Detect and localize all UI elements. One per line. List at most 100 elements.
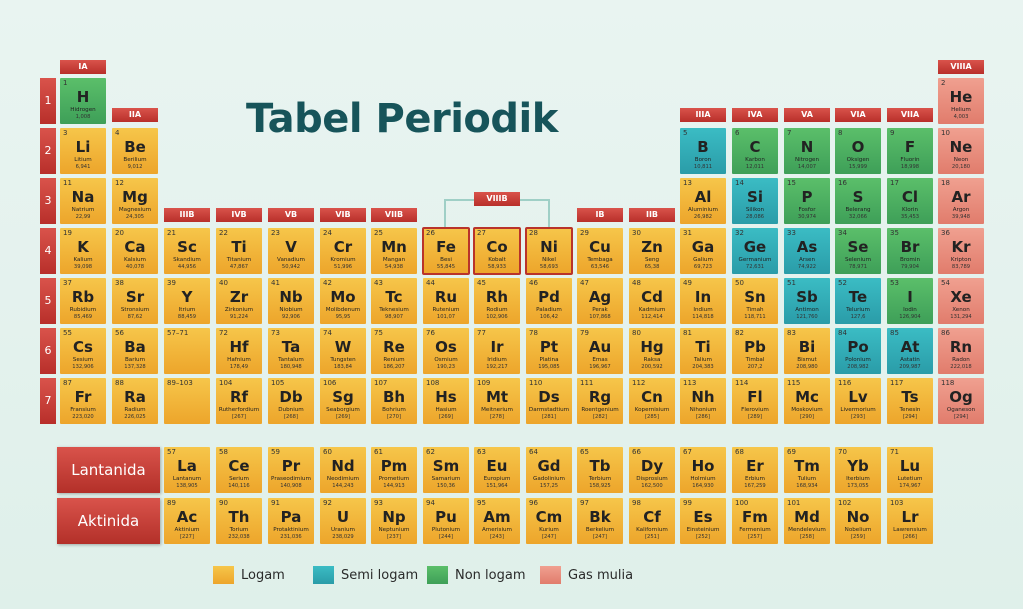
atomic-mass: 126,904 [899, 314, 921, 320]
element-cell-h: 1 H Hidrogen 1,008 [60, 78, 106, 124]
atomic-mass: [285] [645, 414, 659, 420]
element-name: Titanium [226, 257, 252, 263]
period-label-4: 4 [40, 228, 56, 274]
element-cell-u: 92 U Uranium 238,029 [320, 498, 366, 544]
atomic-number: 32 [735, 229, 744, 237]
element-name: Rubidium [69, 307, 97, 313]
element-symbol: Cf [643, 508, 661, 526]
element-name: Serium [229, 476, 249, 482]
atomic-mass: 167,259 [744, 483, 766, 489]
element-symbol: Rf [229, 388, 249, 406]
element-cell-mg: 12 Mg Magnesium 24,305 [112, 178, 158, 224]
atomic-number: 18 [941, 179, 950, 187]
atomic-mass: 144,913 [383, 483, 405, 489]
element-symbol: Np [382, 508, 406, 526]
atomic-mass: 50,942 [281, 264, 301, 270]
atomic-mass: [252] [696, 534, 710, 540]
element-cell-br: 35 Br Bromin 79,904 [887, 228, 933, 274]
atomic-number: 48 [632, 279, 641, 287]
element-name: Lantanum [172, 476, 202, 482]
element-symbol: Te [848, 288, 868, 306]
element-name: Oksigen [846, 157, 870, 163]
atomic-mass: 151,964 [486, 483, 508, 489]
atomic-number: 72 [219, 329, 228, 337]
atomic-number: 14 [735, 179, 744, 187]
atomic-number: 67 [683, 448, 692, 456]
element-name: Teknesium [379, 307, 409, 313]
element-name: Torium [229, 527, 249, 533]
period-label-2: 2 [40, 128, 56, 174]
element-cell-ts: 117 Ts Tenesin [294] [887, 378, 933, 424]
element-symbol: Br [900, 238, 920, 256]
atomic-number: 20 [115, 229, 124, 237]
element-name: Lutetium [897, 476, 923, 482]
atomic-number: 42 [323, 279, 332, 287]
atomic-number: 99 [683, 499, 692, 507]
atomic-mass: [269] [439, 414, 453, 420]
atomic-mass: 127,6 [850, 314, 866, 320]
atomic-number: 23 [271, 229, 280, 237]
atomic-mass: 83,789 [951, 264, 971, 270]
element-symbol: C [749, 138, 761, 156]
element-name: Bismut [797, 357, 817, 363]
element-cell-ce: 58 Ce Serium 140,116 [216, 447, 262, 493]
element-symbol: He [949, 88, 973, 106]
element-symbol: Ac [176, 508, 198, 526]
element-symbol: Ag [588, 288, 612, 306]
atomic-number: 7 [787, 129, 792, 137]
element-symbol: Ti [231, 238, 247, 256]
element-cell-cd: 48 Cd Kadmium 112,414 [629, 278, 675, 324]
element-symbol: Tb [589, 457, 611, 475]
element-symbol: Li [75, 138, 91, 156]
element-symbol: Cr [333, 238, 353, 256]
element-name: Belerang [845, 207, 871, 213]
series-placeholder-cell: 89–103 [164, 378, 210, 424]
element-symbol: Sb [796, 288, 818, 306]
element-name: Rodium [486, 307, 508, 313]
element-cell-db: 105 Db Dubnium [268] [268, 378, 314, 424]
element-symbol: Ba [124, 338, 146, 356]
element-cell-re: 75 Re Renium 186,207 [371, 328, 417, 374]
element-symbol: Cd [641, 288, 663, 306]
atomic-number: 89 [167, 499, 176, 507]
atomic-number: 39 [167, 279, 176, 287]
atomic-mass: [290] [800, 414, 814, 420]
atomic-mass: 192,217 [486, 364, 508, 370]
element-name: Fluorin [900, 157, 920, 163]
element-symbol: Rb [71, 288, 95, 306]
group-label-va: VA [784, 108, 830, 122]
atomic-number: 110 [529, 379, 543, 387]
atomic-number: 80 [632, 329, 641, 337]
atomic-number: 103 [890, 499, 904, 507]
atomic-mass: 209,987 [899, 364, 921, 370]
actinide-label: Aktinida [57, 498, 160, 544]
element-symbol: Ne [949, 138, 973, 156]
element-symbol: Mn [381, 238, 407, 256]
element-name: Prometium [378, 476, 410, 482]
atomic-mass: [259] [851, 534, 865, 540]
element-name: Tenesin [899, 407, 921, 413]
element-cell-at: 85 At Astatin 209,987 [887, 328, 933, 374]
group-label-iib: IIB [629, 208, 675, 222]
atomic-mass: 174,967 [899, 483, 921, 489]
atomic-mass: 114,818 [692, 314, 714, 320]
atomic-number: 37 [63, 279, 72, 287]
element-name: Dubnium [278, 407, 304, 413]
element-cell-la: 57 La Lantanum 138,905 [164, 447, 210, 493]
element-cell-ti: 22 Ti Titanium 47,867 [216, 228, 262, 274]
element-cell-no: 102 No Nobelium [259] [835, 498, 881, 544]
atomic-number: 30 [632, 229, 641, 237]
element-symbol: Po [847, 338, 869, 356]
element-cell-tm: 69 Tm Tulium 168,934 [784, 447, 830, 493]
element-cell-mo: 42 Mo Molibdenum 95,95 [320, 278, 366, 324]
atomic-number: 55 [63, 329, 72, 337]
atomic-number: 53 [890, 279, 899, 287]
atomic-mass: 207,2 [747, 364, 763, 370]
atomic-mass: 173,055 [847, 483, 869, 489]
element-cell-pm: 61 Pm Prometium 144,913 [371, 447, 417, 493]
atomic-mass: 118,711 [744, 314, 766, 320]
element-symbol: Md [794, 508, 820, 526]
element-name: Nitrogen [794, 157, 820, 163]
atomic-number: 24 [323, 229, 332, 237]
element-name: Berilium [123, 157, 147, 163]
